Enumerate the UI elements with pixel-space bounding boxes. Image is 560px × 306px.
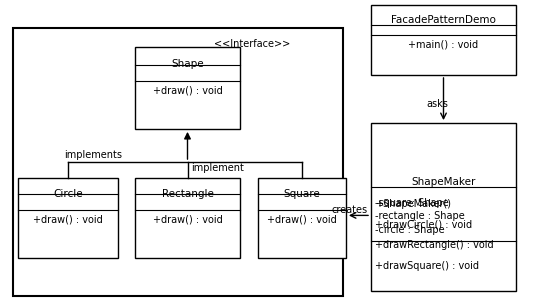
Text: Square: Square <box>283 189 320 199</box>
Bar <box>371 5 516 75</box>
Text: <<Interface>>: <<Interface>> <box>214 39 290 49</box>
Text: +drawCircle() : void: +drawCircle() : void <box>375 219 472 229</box>
Bar <box>371 123 516 291</box>
Text: +draw() : void: +draw() : void <box>153 215 222 225</box>
Bar <box>135 178 240 258</box>
Text: -rectangle : Shape: -rectangle : Shape <box>375 211 465 222</box>
Bar <box>258 178 346 258</box>
Bar <box>18 178 118 258</box>
Text: +main() : void: +main() : void <box>408 40 479 50</box>
Text: -square: Shape: -square: Shape <box>375 198 449 208</box>
Text: ShapeMaker: ShapeMaker <box>411 177 475 187</box>
Text: implement: implement <box>192 163 244 173</box>
Text: +draw() : void: +draw() : void <box>153 86 222 95</box>
Text: +drawSquare() : void: +drawSquare() : void <box>375 261 479 271</box>
Text: asks: asks <box>426 99 448 109</box>
Text: +ShapeMaker(): +ShapeMaker() <box>375 199 451 208</box>
Bar <box>135 47 240 129</box>
Text: +draw() : void: +draw() : void <box>33 215 103 225</box>
Text: +drawRectangle() : void: +drawRectangle() : void <box>375 240 493 250</box>
Text: FacadePatternDemo: FacadePatternDemo <box>391 15 496 25</box>
Text: Shape: Shape <box>171 59 204 69</box>
Text: implements: implements <box>64 150 122 160</box>
Bar <box>13 28 343 296</box>
Text: +draw() : void: +draw() : void <box>267 215 337 225</box>
Text: creates: creates <box>332 205 368 215</box>
Text: -circle : Shape: -circle : Shape <box>375 225 445 235</box>
Text: Circle: Circle <box>53 189 83 199</box>
Text: Rectangle: Rectangle <box>162 189 213 199</box>
